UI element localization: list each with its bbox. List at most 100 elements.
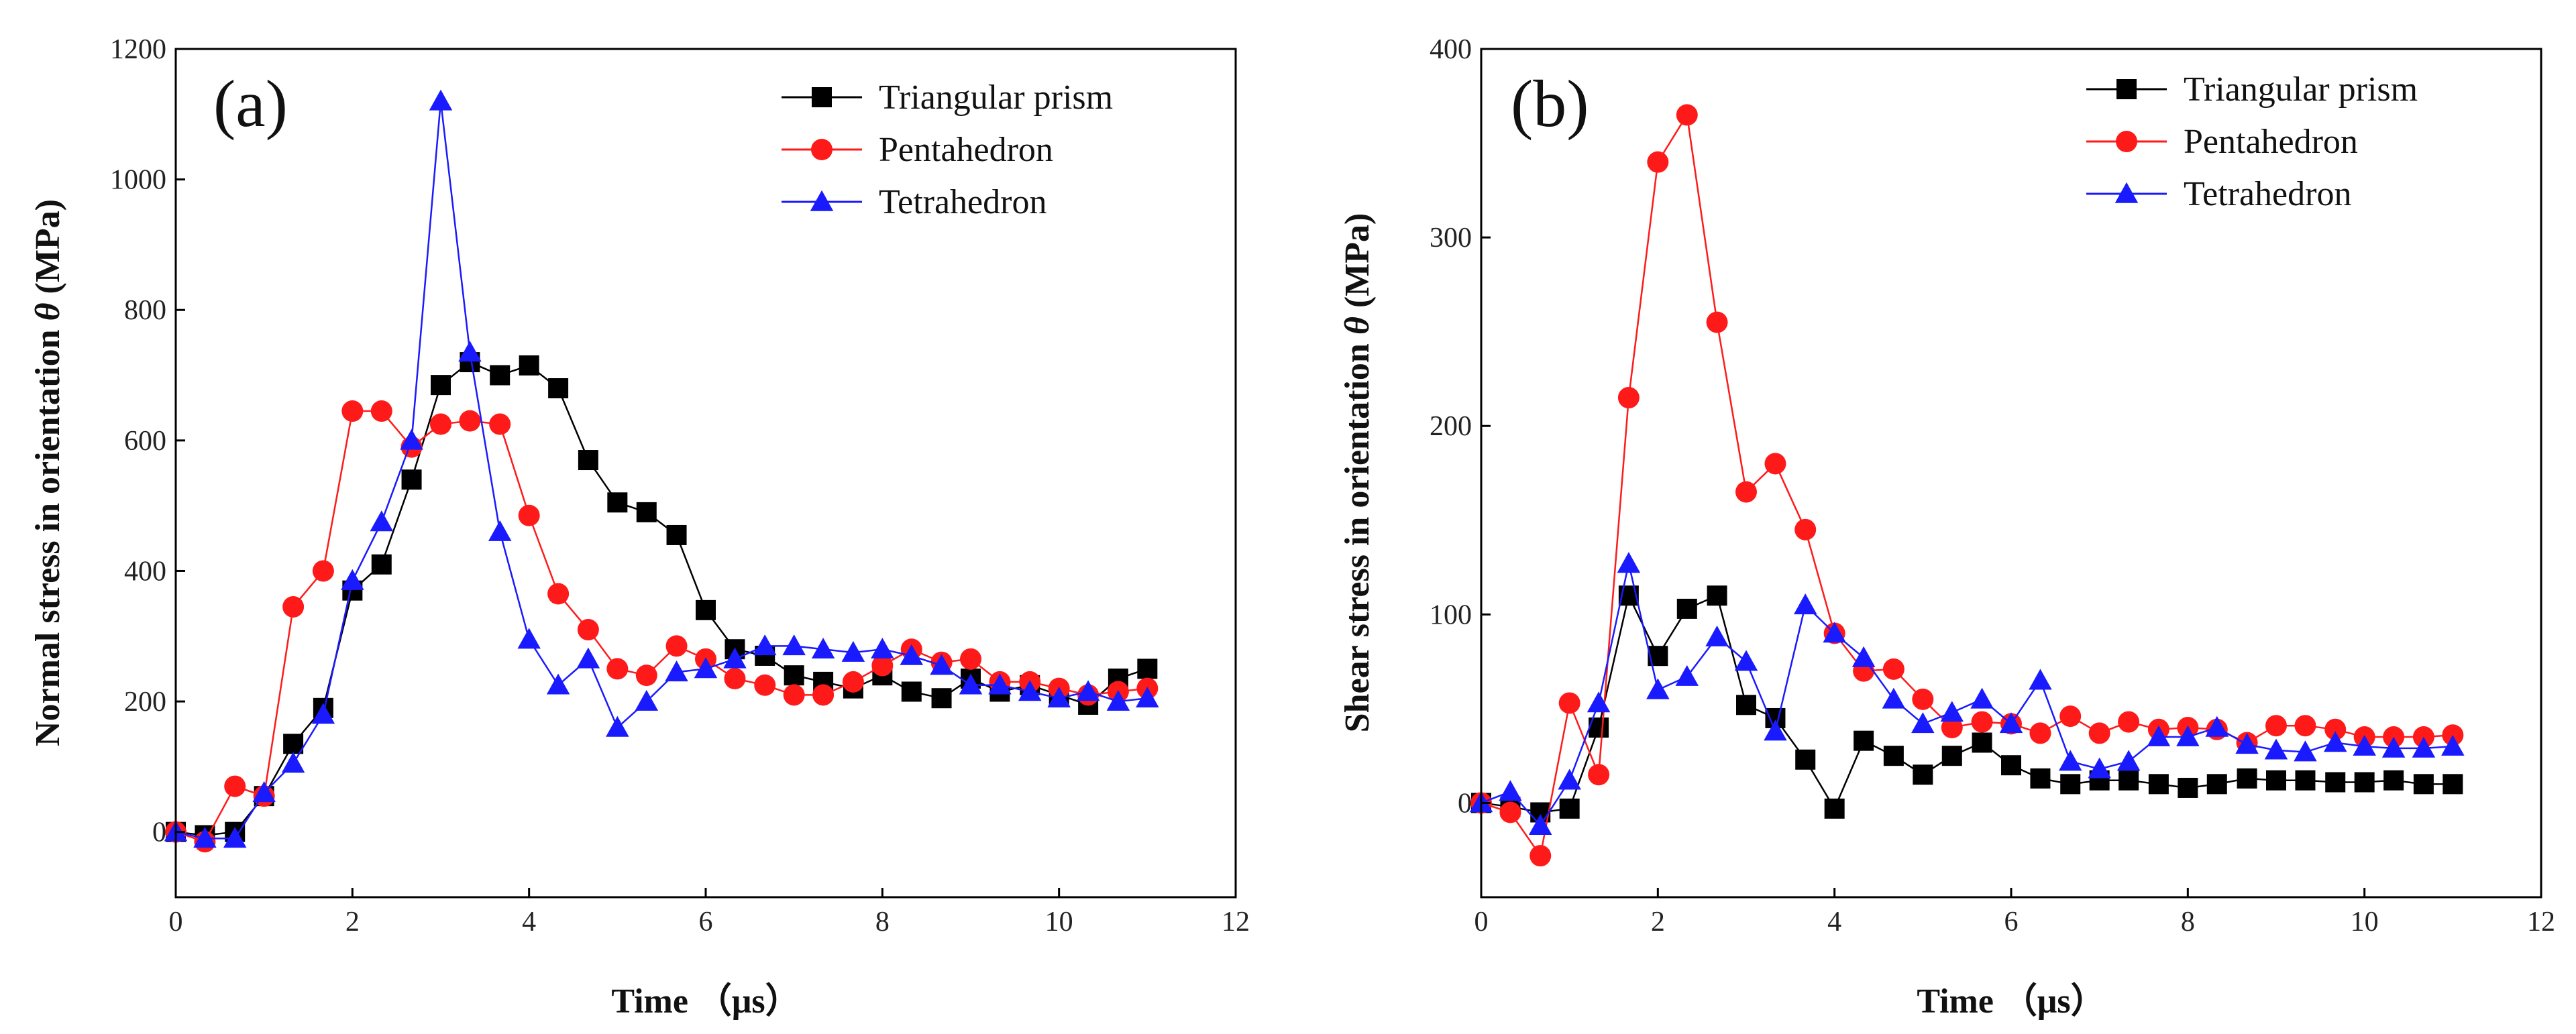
data-point-tetrahedron bbox=[2116, 750, 2141, 771]
data-point-tetrahedron bbox=[1136, 686, 1159, 708]
data-point-triangular-prism bbox=[1736, 695, 1756, 715]
data-point-tetrahedron bbox=[1851, 646, 1876, 667]
data-point-tetrahedron bbox=[1999, 712, 2023, 734]
data-point-pentahedron bbox=[783, 684, 805, 706]
data-point-tetrahedron bbox=[2353, 734, 2376, 756]
data-point-pentahedron bbox=[2294, 715, 2316, 737]
data-point-tetrahedron bbox=[988, 673, 1012, 695]
y-tick-label: 600 bbox=[124, 426, 166, 457]
data-point-pentahedron bbox=[518, 504, 540, 526]
data-point-tetrahedron bbox=[429, 89, 453, 111]
data-point-pentahedron bbox=[577, 619, 599, 641]
data-point-pentahedron bbox=[1912, 688, 1934, 710]
data-point-tetrahedron bbox=[2264, 738, 2288, 760]
data-point-tetrahedron bbox=[223, 827, 247, 848]
panel-a-data-marks bbox=[164, 89, 1159, 853]
data-point-tetrahedron bbox=[959, 673, 983, 695]
x-tick-label: 2 bbox=[345, 907, 360, 937]
data-point-pentahedron bbox=[459, 410, 481, 432]
data-point-triangular-prism bbox=[2206, 774, 2227, 795]
x-tick-label: 0 bbox=[169, 907, 183, 937]
x-tick-label: 0 bbox=[1474, 907, 1489, 937]
data-point-tetrahedron bbox=[723, 647, 747, 669]
legend-marker-pentahedron bbox=[2116, 131, 2137, 152]
data-point-pentahedron bbox=[2265, 715, 2287, 737]
data-point-tetrahedron bbox=[1047, 686, 1071, 708]
data-point-tetrahedron bbox=[1970, 687, 1994, 709]
y-tick-label: 300 bbox=[1430, 223, 1472, 253]
legend-label-triangular-prism: Triangular prism bbox=[2184, 70, 2418, 109]
data-point-triangular-prism bbox=[2325, 772, 2346, 793]
data-point-triangular-prism bbox=[283, 734, 304, 754]
data-point-pentahedron bbox=[2088, 722, 2110, 744]
data-point-triangular-prism bbox=[1559, 798, 1580, 819]
data-point-triangular-prism bbox=[2443, 774, 2463, 795]
data-point-triangular-prism bbox=[2383, 770, 2404, 791]
x-tick-label: 4 bbox=[522, 907, 536, 937]
data-point-tetrahedron bbox=[341, 569, 364, 590]
data-point-tetrahedron bbox=[1018, 680, 1042, 701]
data-point-tetrahedron bbox=[1911, 712, 1935, 734]
data-point-tetrahedron bbox=[782, 634, 806, 656]
data-point-triangular-prism bbox=[607, 492, 628, 513]
data-point-pentahedron bbox=[665, 635, 688, 657]
legend-marker-tetrahedron bbox=[810, 190, 834, 211]
panel-a-legend: Triangular prism Pentahedron Tetrahedron bbox=[782, 78, 1113, 221]
data-point-triangular-prism bbox=[548, 378, 569, 398]
data-point-tetrahedron bbox=[488, 520, 512, 541]
data-point-triangular-prism bbox=[1137, 658, 1158, 679]
chart-panel-a: 0 2 4 6 8 10 12 0 200 400 600 800 1000 1200 (a) Time … bbox=[29, 34, 1250, 1021]
x-tick-label: 6 bbox=[699, 907, 713, 937]
data-point-tetrahedron bbox=[2029, 669, 2052, 690]
data-point-tetrahedron bbox=[2058, 750, 2082, 771]
data-point-pentahedron bbox=[2324, 718, 2347, 740]
data-point-triangular-prism bbox=[2060, 774, 2081, 795]
data-point-pentahedron bbox=[842, 671, 864, 693]
data-point-tetrahedron bbox=[1734, 650, 1758, 671]
series-line-tetrahedron bbox=[175, 101, 1148, 840]
data-point-tetrahedron bbox=[635, 689, 659, 711]
legend-marker-triangular-prism bbox=[2116, 79, 2137, 99]
data-point-triangular-prism bbox=[1941, 746, 1962, 766]
data-point-pentahedron bbox=[1971, 711, 1993, 733]
data-point-triangular-prism bbox=[1883, 746, 1904, 766]
data-point-tetrahedron bbox=[1646, 678, 1670, 699]
data-point-triangular-prism bbox=[578, 450, 598, 471]
series-line-pentahedron bbox=[175, 410, 1148, 843]
legend-label-triangular-prism: Triangular prism bbox=[879, 78, 1113, 117]
data-point-tetrahedron bbox=[665, 660, 688, 682]
y-tick-label: 800 bbox=[124, 295, 166, 326]
series-line-pentahedron bbox=[1481, 112, 2453, 858]
y-tick-label: 1200 bbox=[110, 34, 166, 65]
x-tick-label: 12 bbox=[2527, 907, 2555, 937]
data-point-tetrahedron bbox=[1882, 687, 1906, 709]
legend-marker-tetrahedron bbox=[2114, 182, 2139, 203]
x-tick-label: 6 bbox=[2004, 907, 2019, 937]
y-tick-label: 400 bbox=[124, 556, 166, 587]
data-point-tetrahedron bbox=[1617, 552, 1641, 573]
data-point-tetrahedron bbox=[2205, 715, 2229, 737]
data-point-tetrahedron bbox=[1587, 691, 1611, 713]
data-point-triangular-prism bbox=[371, 554, 392, 575]
data-point-triangular-prism bbox=[666, 524, 687, 545]
data-point-triangular-prism bbox=[1972, 732, 1992, 753]
data-point-tetrahedron bbox=[811, 637, 835, 659]
data-point-tetrahedron bbox=[281, 752, 305, 773]
data-point-pentahedron bbox=[2029, 722, 2051, 744]
data-point-triangular-prism bbox=[490, 365, 511, 386]
data-point-tetrahedron bbox=[1705, 625, 1729, 646]
data-point-tetrahedron bbox=[458, 341, 482, 362]
data-point-tetrahedron bbox=[1793, 593, 1817, 615]
data-point-tetrahedron bbox=[2381, 736, 2406, 758]
data-point-tetrahedron bbox=[2323, 731, 2347, 752]
data-point-tetrahedron bbox=[930, 654, 953, 675]
data-point-triangular-prism bbox=[1676, 598, 1697, 619]
data-point-pentahedron bbox=[1735, 481, 1757, 503]
data-point-pentahedron bbox=[1588, 764, 1610, 786]
data-point-triangular-prism bbox=[2295, 770, 2316, 791]
data-point-pentahedron bbox=[224, 775, 246, 797]
x-tick-label: 10 bbox=[2351, 907, 2379, 937]
data-point-tetrahedron bbox=[193, 827, 217, 848]
data-point-tetrahedron bbox=[2441, 734, 2465, 756]
data-point-pentahedron bbox=[1794, 518, 1817, 540]
